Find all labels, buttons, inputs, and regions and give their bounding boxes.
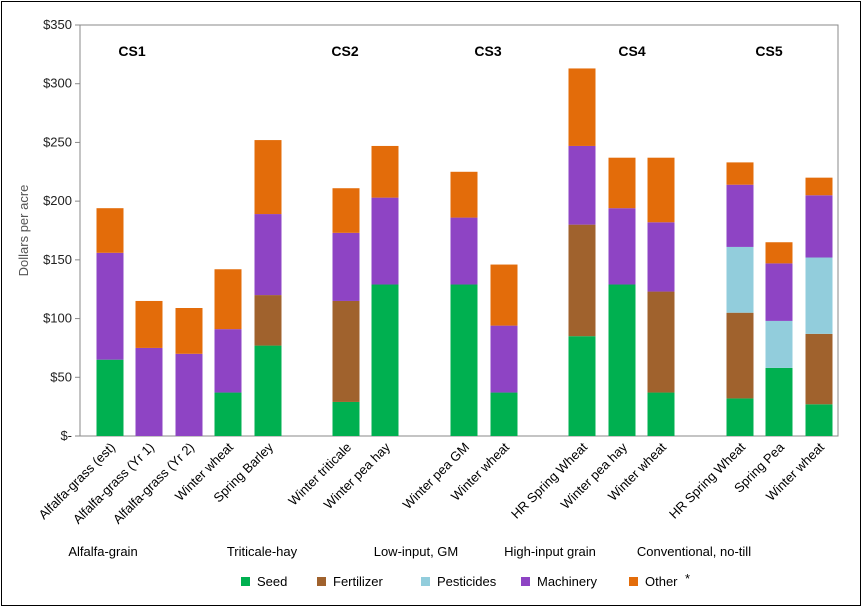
system-label: Low-input, GM [374,544,459,559]
bar-segment-machinery [490,325,518,393]
axes: $- $50 $100 $150 $200 $250 $300 $350 Dollars per… [16,17,839,443]
bar-segment-other [805,177,833,196]
bar-segment-machinery [568,145,596,225]
legend-label-seed: Seed [257,574,287,589]
bar-segment-seed [450,284,478,436]
system-label: Alfalfa-grain [68,544,137,559]
legend-swatch-other [629,577,638,586]
bar-segment-machinery [765,263,793,321]
bar-segment-fertilizer [332,300,360,402]
bar-segment-other [135,300,163,348]
legend-label-other: Other [645,574,678,589]
bar-segment-seed [568,336,596,436]
y-tick-label: $350 [43,17,72,32]
legend-asterisk: * [685,571,690,586]
legend-swatch-machinery [521,577,530,586]
bars [96,68,833,436]
group-label: CS3 [474,43,501,59]
legend-label-pesticides: Pesticides [437,574,497,589]
bar-segment-machinery [254,214,282,296]
legend-swatch-seed [241,577,250,586]
bar-segment-machinery [647,222,675,292]
y-tick-label: $200 [43,193,72,208]
y-tick-label: $100 [43,311,72,326]
bar-segment-seed [214,392,242,436]
bar-segment-other [214,269,242,330]
x-tick-label: Winter pea GM [400,440,472,512]
bar-segment-machinery [371,197,399,285]
y-tick-label: $- [60,428,72,443]
bar-segment-machinery [175,353,203,436]
bar-segment-other [765,242,793,264]
bar-segment-machinery [214,329,242,393]
bar-segment-machinery [608,208,636,285]
bar-segment-other [608,157,636,209]
bar-segment-other [371,145,399,198]
bar-segment-seed [647,392,675,436]
bar-segment-seed [765,367,793,436]
bar-segment-fertilizer [568,224,596,337]
legend-swatch-fertilizer [317,577,326,586]
group-label: CS5 [755,43,782,59]
bar-segment-pesticides [726,246,754,313]
bar-segment-machinery [96,252,124,360]
y-tick-label: $250 [43,134,72,149]
bar-segment-seed [490,392,518,436]
bar-segment-seed [254,345,282,436]
group-label: CS2 [331,43,358,59]
bar-segment-seed [726,398,754,436]
legend-label-fertilizer: Fertilizer [333,574,384,589]
system-label: High-input grain [504,544,596,559]
bar-segment-other [332,188,360,233]
legend: Seed Fertilizer Pesticides Machinery Other * [241,571,690,589]
bar-segment-other [96,208,124,253]
y-tick-label: $50 [50,369,72,384]
system-label: Triticale-hay [227,544,298,559]
bar-segment-fertilizer [805,333,833,405]
bar-segment-other [726,162,754,185]
bar-segment-seed [371,284,399,436]
bar-segment-pesticides [805,257,833,334]
bar-segment-fertilizer [647,291,675,393]
group-label: CS1 [118,43,145,59]
bar-segment-machinery [332,232,360,301]
bar-segment-machinery [450,217,478,285]
y-axis-title: Dollars per acre [16,185,31,277]
bar-segment-pesticides [765,320,793,368]
bar-segment-other [254,140,282,215]
bar-segment-fertilizer [726,312,754,399]
bar-segment-seed [608,284,636,436]
bar-segment-fertilizer [254,295,282,346]
y-tick-label: $300 [43,76,72,91]
system-label: Conventional, no-till [637,544,751,559]
bar-segment-other [450,171,478,218]
bar-segment-machinery [805,195,833,258]
legend-swatch-pesticides [421,577,430,586]
bar-segment-seed [332,401,360,436]
bar-segment-other [568,68,596,146]
bar-segment-other [490,264,518,326]
legend-label-machinery: Machinery [537,574,597,589]
bar-segment-seed [96,359,124,436]
y-tick-label: $150 [43,252,72,267]
group-label: CS4 [618,43,645,59]
bar-segment-other [175,308,203,354]
bar-segment-seed [805,404,833,436]
bar-segment-machinery [726,184,754,247]
bar-segment-machinery [135,347,163,436]
bar-segment-other [647,157,675,223]
